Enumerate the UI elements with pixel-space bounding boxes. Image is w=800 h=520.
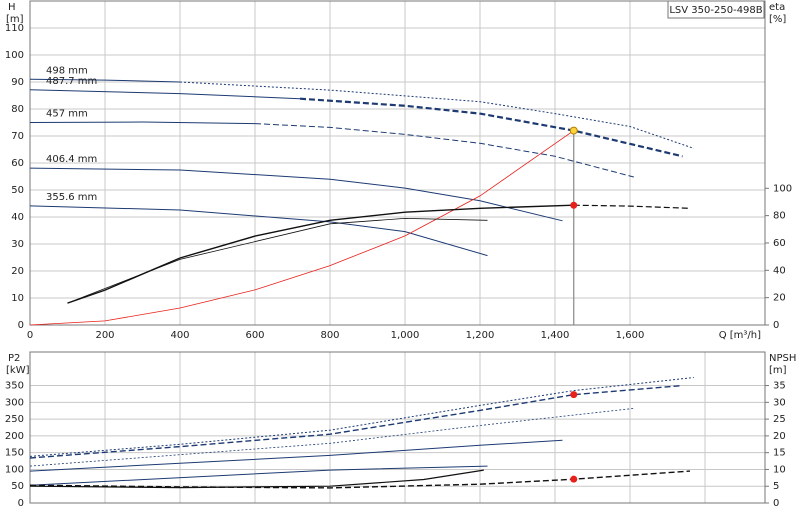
curve: [67, 204, 574, 304]
y-tick-label: 20: [11, 266, 24, 277]
curve: [29, 167, 563, 222]
y2-tick-label: 10: [773, 464, 786, 475]
y2-tick-label: 30: [773, 397, 786, 408]
curve: [254, 123, 634, 178]
y2-tick-label: 100: [773, 183, 792, 194]
y2-tick-label: 80: [773, 211, 786, 222]
x-tick-label: 1,600: [616, 330, 645, 341]
curve: [29, 377, 694, 457]
curve: [67, 217, 488, 304]
y-tick-label: 200: [5, 431, 24, 442]
y2-axis-unit: [m]: [769, 365, 787, 376]
y-axis-label: H: [8, 2, 16, 13]
y-tick-label: 0: [18, 320, 24, 331]
y-tick-label: 300: [5, 397, 24, 408]
y-tick-label: 70: [11, 131, 24, 142]
model-box: [667, 0, 765, 19]
y-axis-unit: [kW]: [6, 365, 30, 376]
curve: [29, 469, 484, 489]
curve: [29, 121, 256, 125]
y-tick-label: 0: [18, 498, 24, 509]
y2-tick-label: 60: [773, 238, 786, 249]
y2-tick-label: 0: [773, 498, 779, 509]
y-tick-label: 250: [5, 414, 24, 425]
y2-tick-label: 40: [773, 265, 786, 276]
y-tick-label: 80: [11, 104, 24, 115]
y-tick-label: 50: [11, 185, 24, 196]
x-tick-label: 1,400: [541, 330, 570, 341]
y-tick-label: 100: [5, 50, 24, 61]
curve: [29, 384, 683, 459]
y2-tick-label: 20: [773, 293, 786, 304]
curve: [29, 78, 181, 83]
y2-tick-label: 5: [773, 481, 779, 492]
y2-tick-label: 15: [773, 448, 786, 459]
x-tick-label: 400: [170, 330, 189, 341]
curve: [29, 89, 301, 100]
y2-tick-label: 0: [773, 320, 779, 331]
y-tick-label: 30: [11, 239, 24, 250]
x-tick-label: 1,000: [391, 330, 420, 341]
x-tick-label: 1,200: [466, 330, 495, 341]
y2-axis-unit: [%]: [769, 14, 786, 25]
duty-point: [570, 391, 578, 399]
curve: [29, 470, 691, 489]
y-tick-label: 10: [11, 293, 24, 304]
y-tick-label: 50: [11, 481, 24, 492]
y-tick-label: 90: [11, 77, 24, 88]
curve: [29, 439, 563, 472]
x-axis-label: Q [m³/h]: [719, 330, 761, 341]
curve: [29, 130, 575, 326]
y-tick-label: 100: [5, 464, 24, 475]
model-label: LSV 350-250-498B: [669, 5, 762, 16]
y-tick-label: 60: [11, 158, 24, 169]
curve: [179, 81, 694, 149]
plot-frame: [29, 0, 766, 326]
y-tick-label: 150: [5, 448, 24, 459]
y2-axis-label: eta: [769, 2, 785, 13]
curve: [29, 408, 634, 467]
x-tick-label: 200: [95, 330, 114, 341]
x-tick-label: 800: [320, 330, 339, 341]
x-tick-label: 600: [245, 330, 264, 341]
curve: [299, 97, 683, 158]
y2-axis-label: NPSH: [769, 353, 796, 364]
y-axis-label: P2: [8, 353, 20, 364]
curve-label: 355.6 mm: [46, 192, 97, 203]
duty-point: [569, 126, 578, 135]
y2-tick-label: 25: [773, 414, 786, 425]
curve-label: 498 mm: [46, 65, 88, 76]
curve-label: 457 mm: [46, 109, 88, 120]
curve-label: 406.4 mm: [46, 154, 97, 165]
y-axis-unit: [m]: [6, 14, 24, 25]
duty-point: [570, 475, 578, 483]
duty-point: [570, 201, 578, 209]
curve: [573, 204, 691, 209]
curve-label: 487.7 mm: [46, 76, 97, 87]
y-tick-label: 110: [5, 23, 24, 34]
y2-tick-label: 20: [773, 431, 786, 442]
curve: [29, 205, 488, 257]
y-tick-label: 350: [5, 381, 24, 392]
x-tick-label: 0: [27, 330, 33, 341]
y2-tick-label: 35: [773, 381, 786, 392]
curve: [29, 465, 488, 486]
y-tick-label: 40: [11, 212, 24, 223]
plot-frame: [29, 351, 766, 504]
